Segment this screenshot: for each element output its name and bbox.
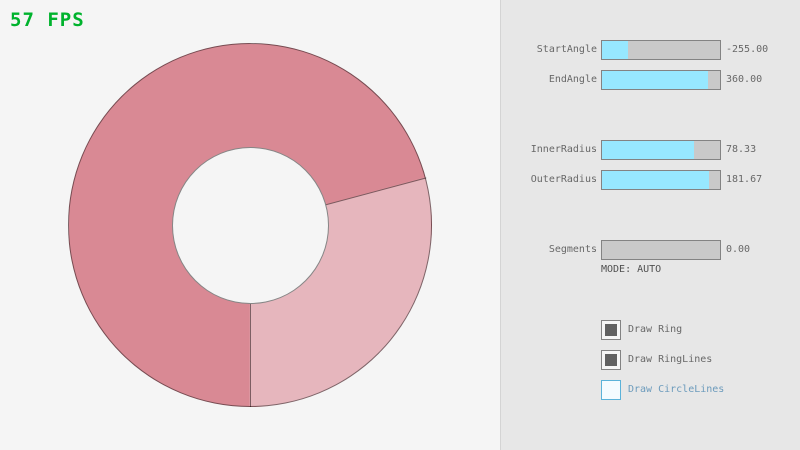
slider-row-end-angle: EndAngle 360.00: [501, 70, 800, 90]
draw-ring-checkbox[interactable]: [601, 320, 621, 340]
checkbox-row-draw-ringlines: Draw RingLines: [501, 350, 800, 370]
slider-fill: [602, 71, 709, 89]
inner-radius-label: InnerRadius: [530, 144, 597, 155]
draw-ring-checkbox-label: Draw Ring: [628, 324, 683, 335]
draw-ringlines-checkbox-label: Draw RingLines: [628, 354, 713, 365]
draw-ringlines-checkbox[interactable]: [601, 350, 621, 370]
draw-circlelines-checkbox-label: Draw CircleLines: [628, 384, 725, 395]
start-angle-slider[interactable]: [601, 40, 721, 60]
slider-fill: [602, 171, 710, 189]
fps-counter: 57 FPS: [10, 9, 85, 31]
segments-slider[interactable]: [601, 240, 721, 260]
start-angle-label: StartAngle: [536, 44, 597, 55]
end-angle-label: EndAngle: [548, 74, 597, 85]
end-angle-value: 360.00: [726, 74, 763, 85]
slider-row-segments: Segments 0.00: [501, 240, 800, 260]
inner-radius-value: 78.33: [726, 144, 757, 155]
checkbox-row-draw-ring: Draw Ring: [501, 320, 800, 340]
outer-radius-slider[interactable]: [601, 170, 721, 190]
segments-value: 0.00: [726, 244, 751, 255]
start-angle-value: -255.00: [726, 44, 769, 55]
segments-label: Segments: [548, 244, 597, 255]
end-angle-slider[interactable]: [601, 70, 721, 90]
outer-radius-value: 181.67: [726, 174, 763, 185]
controls-panel: StartAngle -255.00 EndAngle 360.00 Inner…: [500, 0, 800, 450]
slider-row-start-angle: StartAngle -255.00: [501, 40, 800, 60]
slider-row-outer-radius: OuterRadius 181.67: [501, 170, 800, 190]
slider-fill: [602, 41, 628, 59]
ring-line-bottom: [249, 225, 251, 407]
mode-text: MODE: AUTO: [601, 264, 662, 275]
slider-row-inner-radius: InnerRadius 78.33: [501, 140, 800, 160]
ring-inner-hole: [171, 146, 329, 304]
inner-radius-slider[interactable]: [601, 140, 721, 160]
checkbox-row-draw-circlelines: Draw CircleLines: [501, 380, 800, 400]
slider-fill: [602, 141, 695, 159]
outer-radius-label: OuterRadius: [530, 174, 597, 185]
draw-circlelines-checkbox[interactable]: [601, 380, 621, 400]
